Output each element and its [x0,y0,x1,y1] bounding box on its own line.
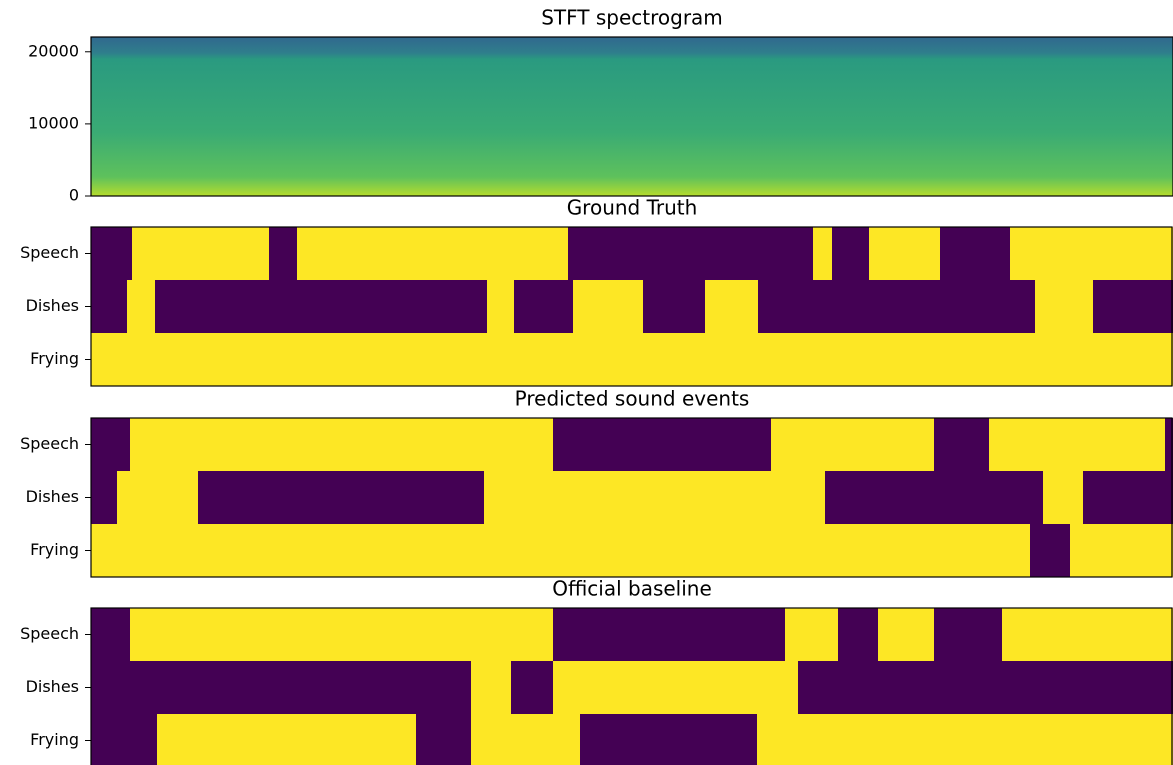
active-segment [1070,524,1173,577]
active-segment [91,333,1173,386]
chart-title: Predicted sound events [515,387,750,411]
active-segment [573,280,643,333]
active-segment [297,227,568,280]
y-tick-label: Speech [20,624,79,643]
active-segment [130,608,553,661]
active-segment [471,714,580,765]
active-segment [484,471,825,524]
active-segment [91,524,1030,577]
active-segment [1010,227,1173,280]
active-segment [132,227,269,280]
active-segment [878,608,934,661]
active-segment [869,227,940,280]
active-segment [757,714,1173,765]
y-tick-label: 20000 [28,41,79,60]
y-tick-label: Dishes [26,487,79,506]
y-tick-label: Frying [30,730,79,749]
active-segment [127,280,155,333]
y-tick-label: Dishes [26,296,79,315]
active-segment [553,661,798,714]
active-segment [487,280,514,333]
active-segment [785,608,838,661]
active-segment [813,227,832,280]
active-segment [130,418,553,471]
y-tick-label: 10000 [28,113,79,132]
y-tick-label: Frying [30,349,79,368]
y-tick-label: Speech [20,434,79,453]
active-segment [117,471,198,524]
active-segment [1035,280,1093,333]
chart-title: Ground Truth [567,196,698,220]
y-tick-label: Dishes [26,677,79,696]
spectrogram-image [91,37,1173,196]
figure: STFT spectrogram 0 10000 20000 Ground Truth S… [0,0,1173,765]
chart-title: Official baseline [552,577,712,601]
active-segment [157,714,416,765]
active-segment [989,418,1165,471]
active-segment [471,661,511,714]
active-segment [1002,608,1173,661]
y-tick-label: 0 [69,186,79,205]
y-tick-label: Speech [20,243,79,262]
active-segment [771,418,934,471]
active-segment [705,280,758,333]
active-segment [1043,471,1083,524]
chart-title: STFT spectrogram [541,6,723,30]
y-tick-label: Frying [30,540,79,559]
